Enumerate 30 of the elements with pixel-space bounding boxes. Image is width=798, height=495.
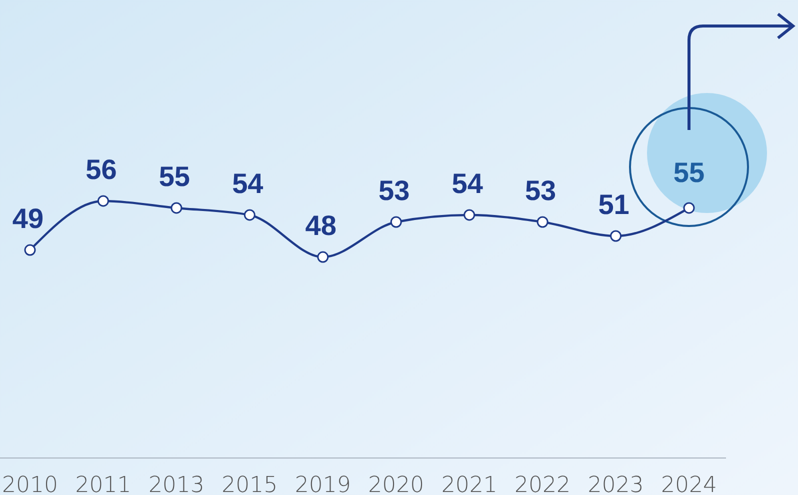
x-tick-label: 2024: [661, 473, 717, 495]
data-label: 56: [86, 154, 117, 185]
point: [97, 195, 109, 207]
point: [683, 202, 695, 214]
x-tick-label: 2013: [148, 473, 204, 495]
data-label: 53: [524, 174, 556, 206]
x-tick-label: 2021: [441, 473, 498, 495]
point: [317, 251, 329, 263]
data-label: 48: [305, 210, 336, 242]
point: [170, 202, 182, 214]
point: [464, 209, 476, 221]
x-tick-label: 2015: [222, 473, 278, 495]
x-tick-label: 2019: [294, 473, 351, 495]
data-label: 53: [378, 174, 410, 206]
data-label: 55: [158, 160, 190, 192]
x-tick-label: 2020: [368, 473, 424, 495]
x-tick-label: 2023: [588, 473, 644, 495]
point: [24, 244, 36, 256]
data-label: 54: [452, 168, 484, 199]
point: [244, 209, 256, 221]
data-label: 55: [673, 156, 705, 188]
point: [390, 216, 402, 228]
point: [536, 216, 548, 228]
x-tick-label: 2022: [514, 473, 571, 495]
data-label: 51: [598, 189, 630, 220]
x-tick-label: 2011: [75, 473, 132, 495]
x-tick-label: 2010: [2, 473, 58, 495]
point: [610, 230, 622, 242]
data-label: 49: [12, 203, 44, 234]
data-label: 54: [232, 168, 264, 199]
